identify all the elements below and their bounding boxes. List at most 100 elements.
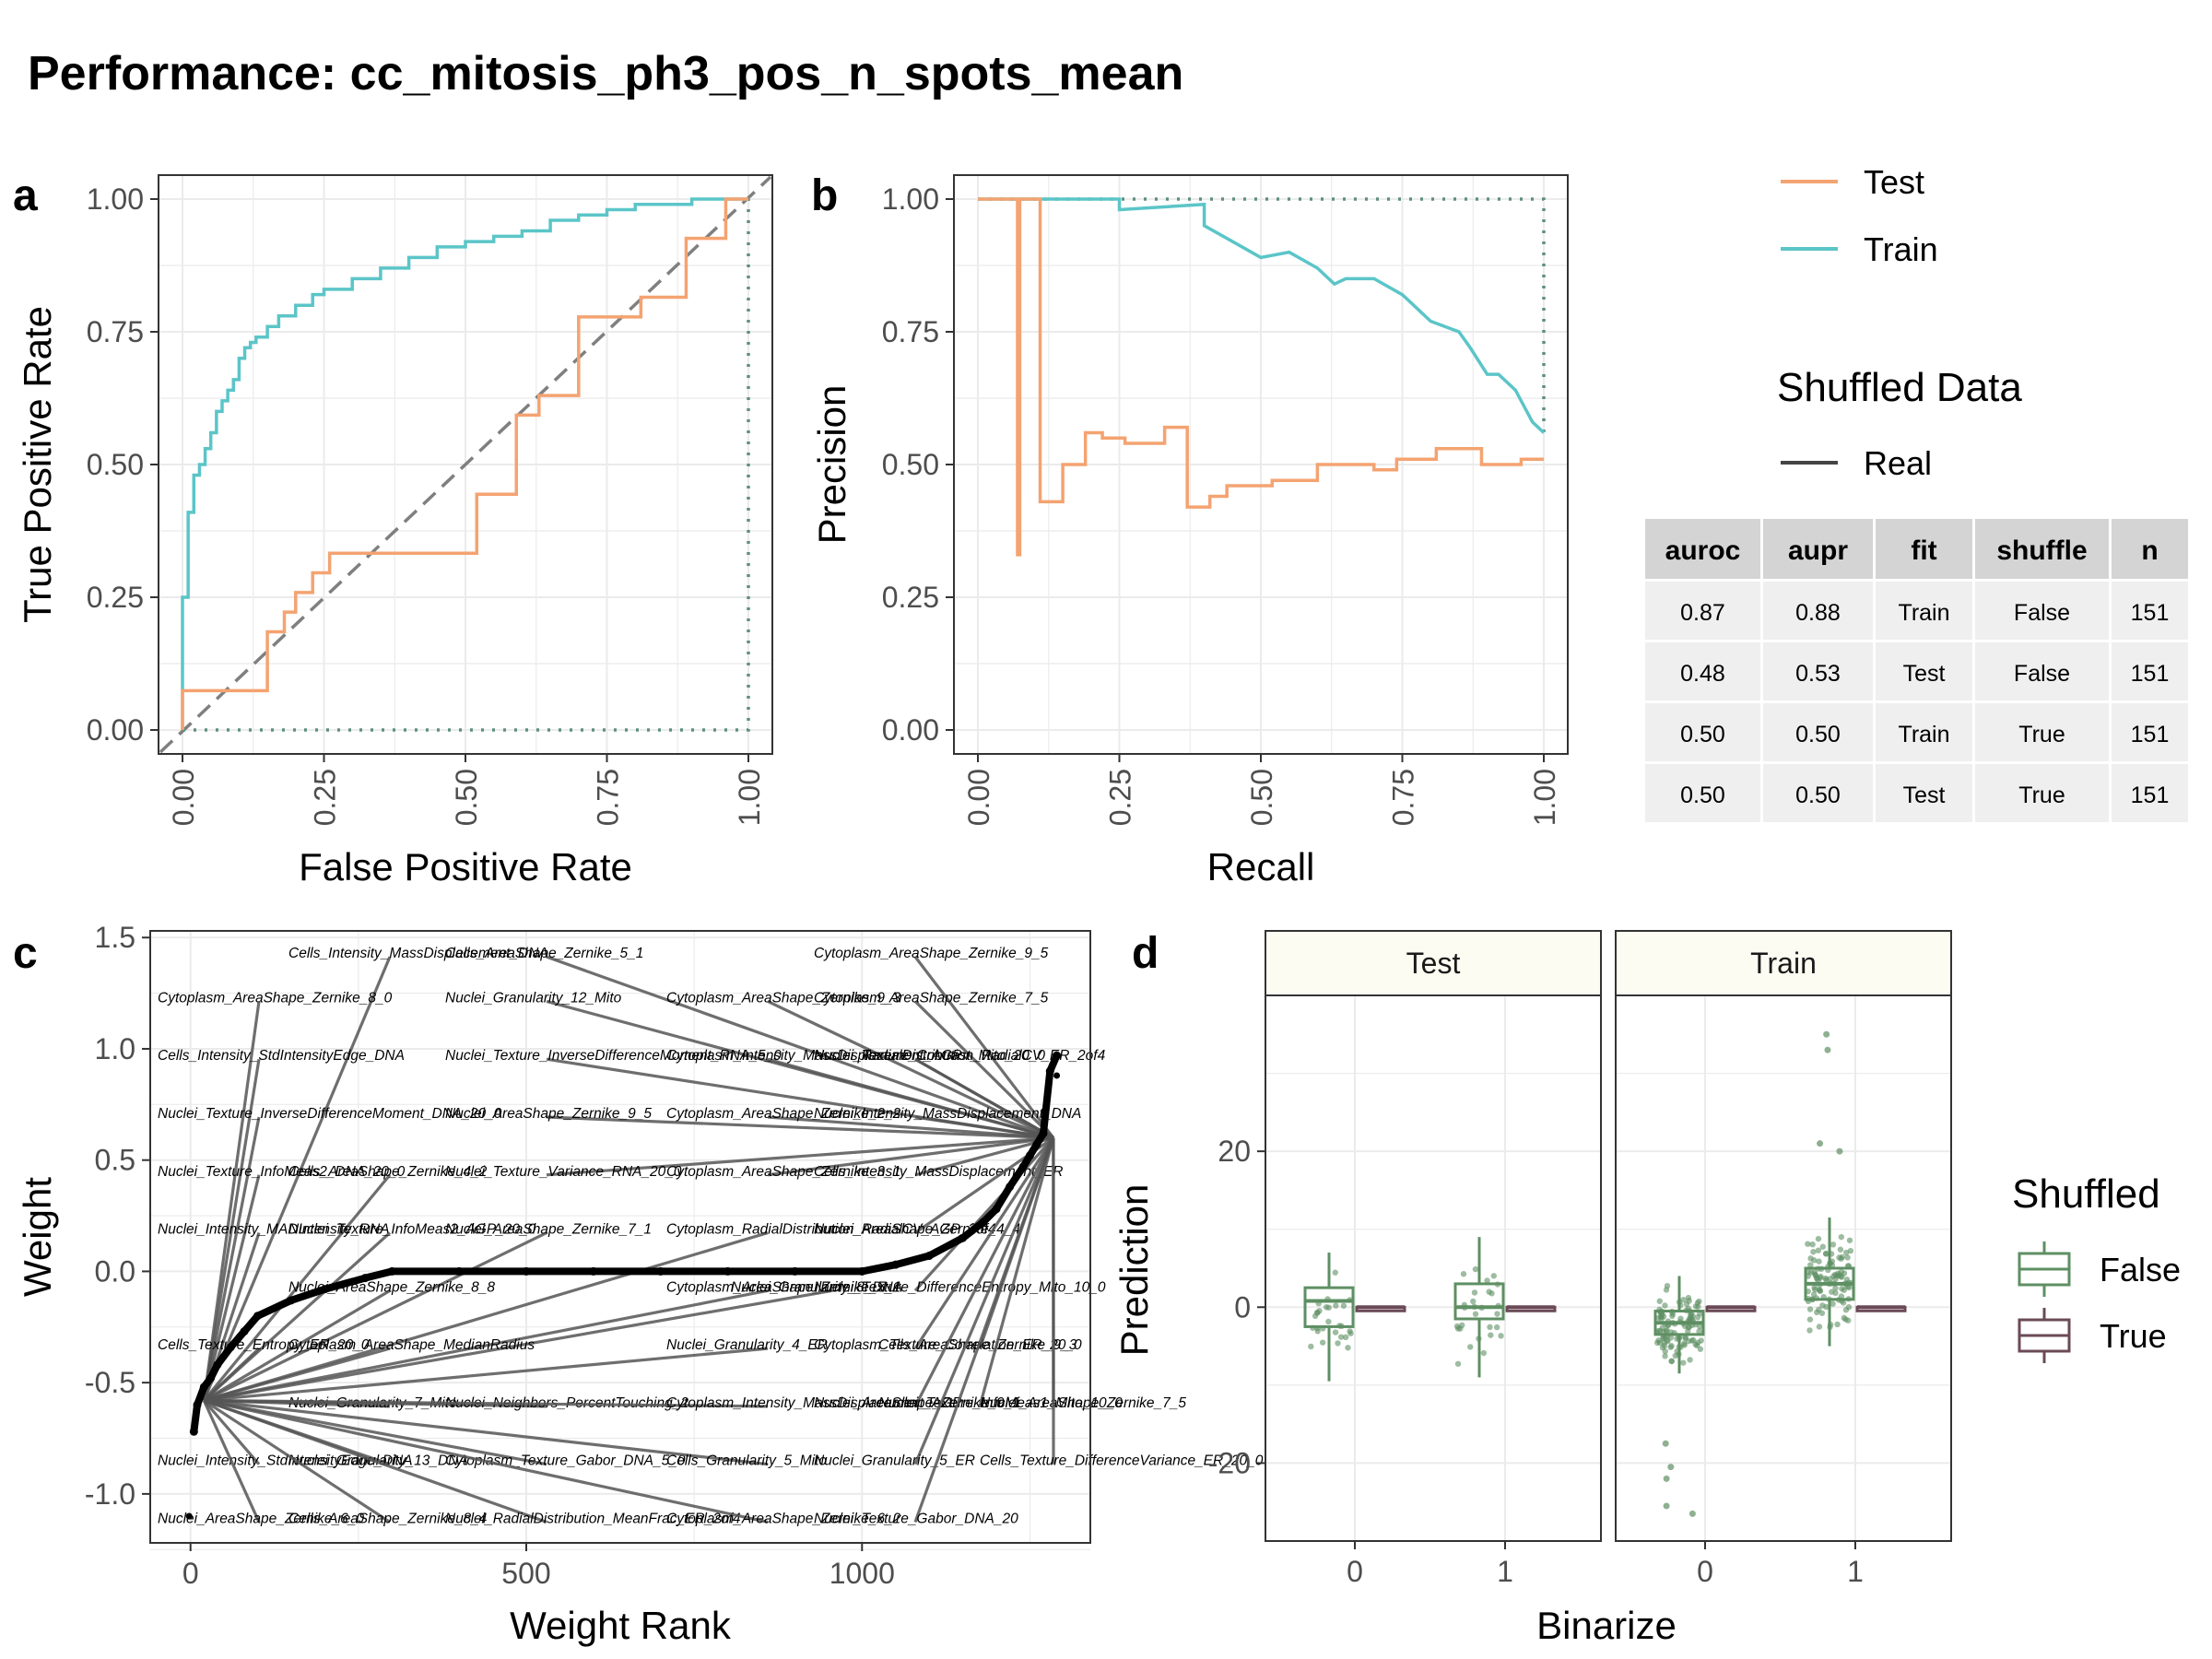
annotation-leader [202, 1116, 261, 1401]
annotation-leader [203, 1398, 547, 1524]
jitter-point [1694, 1300, 1701, 1306]
legend-label-real: Real [1864, 444, 1932, 482]
table-cell: 0.88 [1795, 600, 1841, 626]
jitter-point [1660, 1334, 1666, 1341]
annotation-label: Nuclei_Granularity_4_ER [666, 1337, 828, 1353]
table-cell: False [2014, 600, 2070, 626]
y-tick-label: 0.0 [95, 1254, 135, 1288]
jitter-point [1484, 1277, 1490, 1284]
panel-d-tag: d [1132, 929, 1159, 978]
jitter-point [1660, 1313, 1667, 1320]
jitter-point [1498, 1333, 1504, 1339]
annotation-leader [203, 1288, 769, 1403]
table-header-shuffle: shuffle [1996, 535, 2087, 566]
y-tick-label: 0.50 [87, 448, 144, 481]
annotation-label: Nuclei_RadialDistribution_MeanFrac_ER_2o… [445, 1511, 741, 1526]
jitter-point [1460, 1271, 1467, 1277]
panel-c: c Cells_Intensity_MassDisplacement_DNACe… [13, 921, 1264, 1647]
table-cell-bg [2112, 642, 2188, 700]
panel-d-frames: Test Train [1265, 930, 1952, 1542]
weight-point [790, 1266, 799, 1276]
jitter-point [1668, 1343, 1675, 1349]
annotation-label: Nuclei_Texture_InfoMeas2_DNA_20_0 [158, 1164, 406, 1180]
panel-a-xlabel: False Positive Rate [299, 845, 632, 888]
annotation-leader [203, 1231, 547, 1402]
legend-label-true: True [2100, 1317, 2167, 1355]
jitter-point [1665, 1338, 1671, 1345]
panel-b-ylabel: Precision [810, 385, 853, 545]
legend-shuffled-data-title: Shuffled Data [1777, 365, 2022, 410]
facet-strip-train [1615, 930, 1952, 996]
jitter-point [1806, 1316, 1814, 1323]
table-cell-bg [1645, 642, 1760, 700]
table-cell: True [2018, 782, 2065, 808]
annotation-label: Cytoplasm_AreaShape_Zernike_8_0 [158, 990, 393, 1006]
table-cell: Train [1898, 600, 1949, 626]
y-tick-label: 0.00 [882, 713, 939, 747]
jitter-point [1472, 1311, 1479, 1317]
jitter-point [1694, 1342, 1700, 1349]
jitter-point [1656, 1339, 1664, 1347]
table-cell-bg [1876, 764, 1972, 822]
y-tick-label: 0.75 [882, 315, 939, 348]
jitter-point [1656, 1298, 1663, 1304]
annotation-label: Nuclei_AreaShape_Zernike_6_0 [158, 1511, 364, 1526]
jitter-point [1807, 1262, 1814, 1268]
annotation-leader [767, 999, 1054, 1139]
jitter-point [1677, 1315, 1684, 1322]
annotation-label: Nuclei_Intensity_MassDisplacement_DNA [814, 1106, 1081, 1122]
x-tick-label: 1000 [830, 1557, 895, 1590]
jitter-point [1844, 1254, 1851, 1261]
annotation-label: Nuclei_AreaShape_Zernike_9_1 [814, 1395, 1020, 1411]
series-line-test [181, 197, 748, 730]
table-cell-bg [1876, 703, 1972, 761]
table-header-n: n [2141, 535, 2158, 566]
annotation-leader [913, 956, 1055, 1139]
jitter-point [1493, 1324, 1500, 1331]
facet-label-test: Test [1406, 947, 1461, 980]
legend-label-test: Test [1864, 163, 1924, 201]
annotation-label: Cells_Texture_Entropy_ER_20_0 [158, 1337, 370, 1353]
jitter-point [1841, 1314, 1847, 1322]
jitter-point [1347, 1330, 1354, 1336]
annotation-label: Cytoplasm_AreaShape_Zernike_9_3 [666, 990, 901, 1006]
annotation-label: Nuclei_RadialDistribution_RadialCV_ER_2o… [814, 1048, 1106, 1064]
weight-point [240, 1327, 249, 1336]
series-line-test [978, 197, 1544, 557]
x-tick-label: 0 [1697, 1555, 1713, 1588]
jitter-point [1832, 1276, 1839, 1282]
table-header-cell [2112, 519, 2188, 579]
jitter-point [1467, 1344, 1474, 1350]
box-false [1303, 1286, 1355, 1328]
annotation-leader [546, 1135, 1054, 1177]
jitter-point [1335, 1340, 1341, 1347]
annotation-leader [202, 956, 392, 1402]
table-cell: 0.53 [1795, 661, 1841, 687]
panel-d-xlabel: Binarize [1536, 1604, 1677, 1647]
weight-point [1018, 1162, 1028, 1171]
jitter-point [1454, 1360, 1462, 1367]
jitter-point [1832, 1289, 1839, 1297]
weight-point [213, 1360, 222, 1370]
panel-b-tag: b [811, 171, 838, 220]
y-tick-label: 0.25 [87, 581, 144, 614]
box-false [1453, 1282, 1505, 1321]
jitter-point [1471, 1289, 1478, 1296]
jitter-point [1815, 1235, 1822, 1242]
legend-shuffled-data: Shuffled Data Real [1777, 365, 2022, 482]
jitter-point [1668, 1358, 1675, 1365]
jitter-point [1810, 1249, 1817, 1255]
x-tick-label: 500 [501, 1557, 550, 1590]
panel-c-grid [150, 931, 1090, 1550]
outlier-point [1667, 1464, 1675, 1471]
table-cell: 0.50 [1680, 782, 1725, 808]
jitter-point [1697, 1324, 1703, 1330]
table-cell: False [2014, 661, 2070, 687]
panel-b-ticks: 0.00 0.00 0.25 0.25 0.50 0.50 0.75 0.75 1.00 1.00 [882, 182, 1561, 826]
panel-a-ticks: 0.00 0.00 0.25 0.25 0.50 0.50 0.75 0.75 1.00 1.00 [87, 182, 766, 826]
jitter-point [1846, 1237, 1853, 1243]
jitter-point [1809, 1241, 1816, 1248]
jitter-point [1662, 1302, 1668, 1309]
weight-point [320, 1285, 329, 1294]
annotation-label: Nuclei_Texture_Contrast_Mito_20_0 [814, 1048, 1045, 1064]
